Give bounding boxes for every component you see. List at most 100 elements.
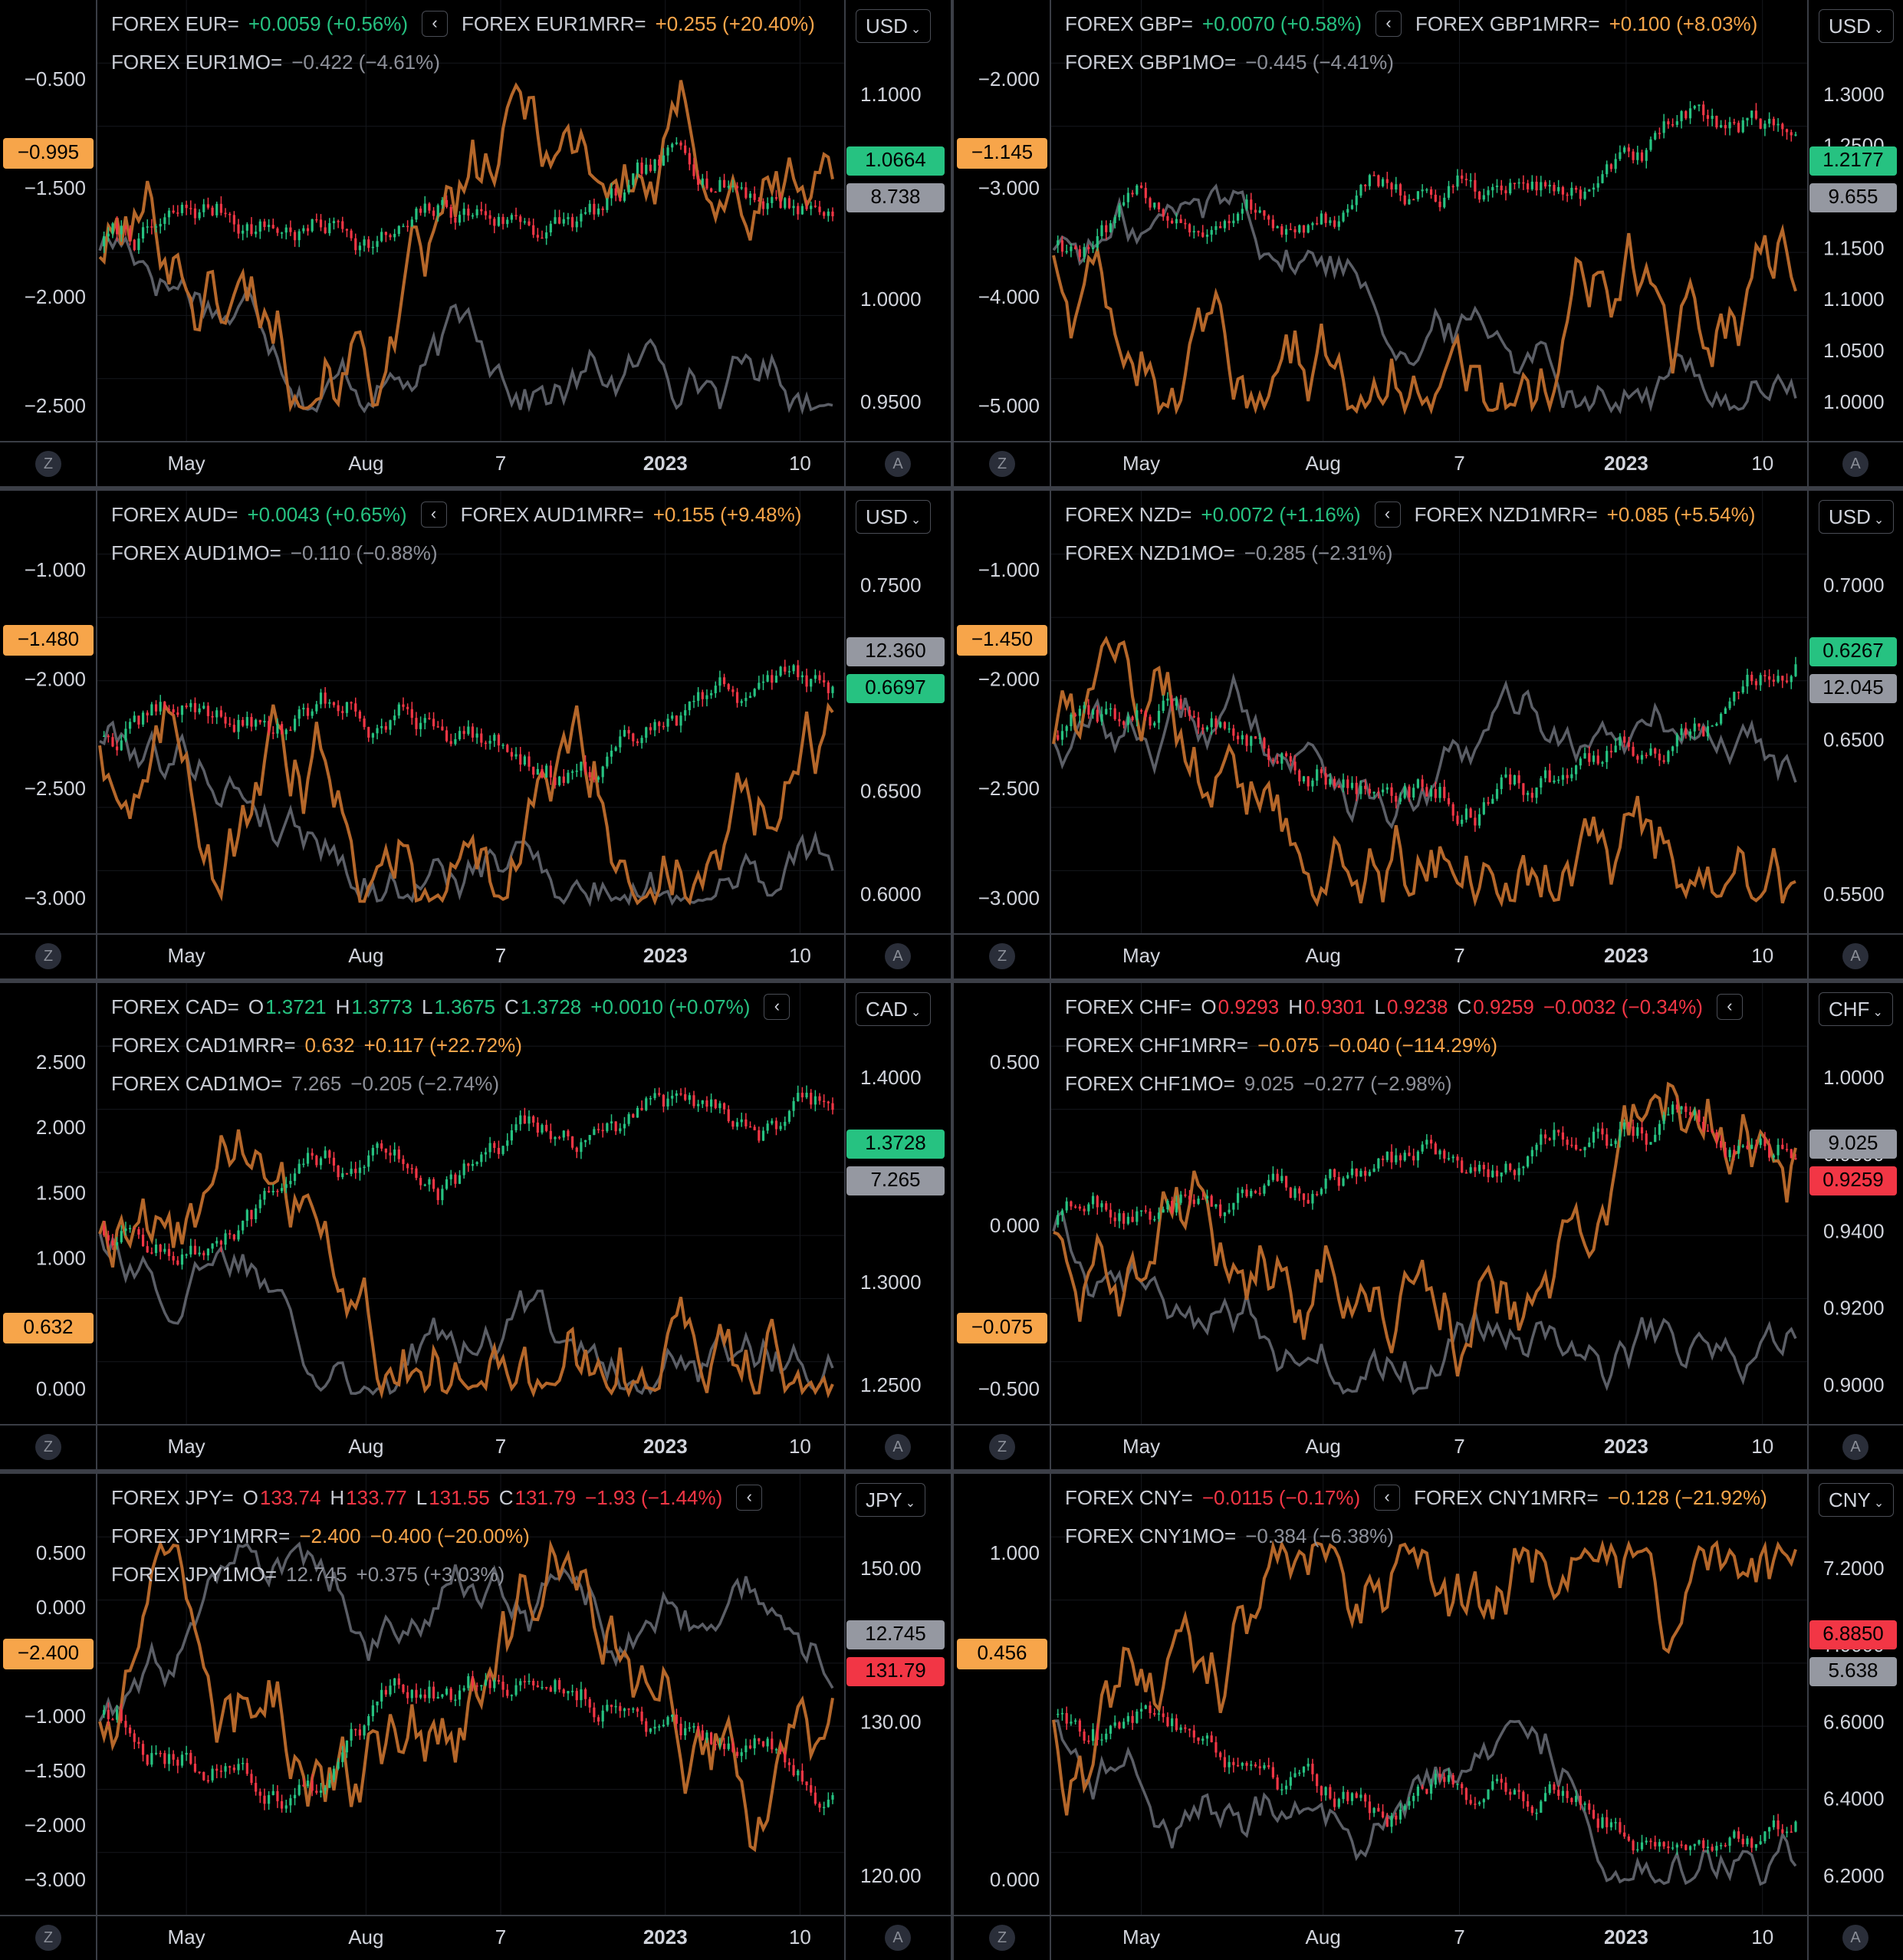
candle-body <box>619 1128 622 1132</box>
zoom-reset-button[interactable]: Z <box>989 1925 1015 1951</box>
collapse-legend-button[interactable]: ‹ <box>1375 11 1402 37</box>
auto-scale-button[interactable]: A <box>1842 1434 1868 1460</box>
currency-select[interactable]: USD ⌄ <box>856 9 932 43</box>
currency-label: USD <box>1829 15 1871 38</box>
candle-body <box>232 1235 235 1240</box>
auto-scale-button[interactable]: A <box>1842 943 1868 969</box>
candle-body <box>827 1799 830 1807</box>
candle-body <box>163 1753 166 1764</box>
candle-body <box>1487 1169 1490 1178</box>
candle-body <box>458 731 462 739</box>
collapse-legend-button[interactable]: ‹ <box>420 502 447 528</box>
candle-body <box>731 689 735 692</box>
candle-body <box>1557 186 1560 192</box>
left-tag-bg <box>957 625 1047 656</box>
collapse-legend-button[interactable]: ‹ <box>764 994 790 1020</box>
candle-body <box>692 700 695 702</box>
auto-scale-button[interactable]: A <box>885 451 911 477</box>
auto-scale-button[interactable]: A <box>885 1434 911 1460</box>
ohlc-value: C0.9259 <box>1458 988 1534 1026</box>
auto-scale-button[interactable]: A <box>885 1925 911 1951</box>
candle-body <box>753 689 756 696</box>
candle-body <box>245 1209 248 1222</box>
zoom-reset-button[interactable]: Z <box>989 451 1015 477</box>
zoom-reset-button[interactable]: Z <box>989 943 1015 969</box>
right-tag-text: 0.6267 <box>1822 639 1884 662</box>
candle-body <box>1214 1204 1218 1207</box>
candle-body <box>1491 1170 1494 1178</box>
candle-body <box>688 1095 691 1100</box>
candle-body <box>1553 185 1556 192</box>
left-tick-label: −2.000 <box>25 668 86 691</box>
candle-body <box>1210 1735 1213 1742</box>
candle-body <box>570 1691 574 1692</box>
collapse-legend-button[interactable]: ‹ <box>1374 1485 1401 1511</box>
legend-row: FOREX EUR= +0.0059 (+0.56%) ‹ FOREX EUR1MRR… <box>111 5 815 43</box>
currency-select[interactable]: USD ⌄ <box>1819 9 1895 43</box>
candle-body <box>1057 735 1060 740</box>
collapse-legend-button[interactable]: ‹ <box>422 11 449 37</box>
currency-select[interactable]: CAD ⌄ <box>856 992 932 1026</box>
candle-body <box>1337 786 1340 788</box>
candle-body <box>1175 1202 1178 1213</box>
candle-body <box>675 142 678 144</box>
series-change: −0.128 (−21.92%) <box>1607 1486 1767 1509</box>
candle-body <box>1223 1757 1226 1768</box>
zoom-reset-button[interactable]: Z <box>35 943 61 969</box>
candle-body <box>684 1728 687 1736</box>
candle-body <box>1698 104 1701 107</box>
collapse-legend-button[interactable]: ‹ <box>736 1485 763 1511</box>
candle-body <box>1785 1149 1789 1150</box>
candle-body <box>1741 1838 1744 1845</box>
candle-body <box>1772 679 1775 682</box>
candle-body <box>1540 778 1543 788</box>
candle-body <box>1522 1791 1525 1801</box>
chart-svg-cny: 1.0000.0007.20007.00006.60006.40006.2000… <box>954 1474 1903 1960</box>
candle-body <box>1609 164 1613 169</box>
candle-body <box>258 221 261 232</box>
candle-body <box>1385 1151 1389 1160</box>
candle-body <box>1201 1738 1205 1741</box>
candle-body <box>1359 184 1362 196</box>
zoom-reset-button[interactable]: Z <box>35 1434 61 1460</box>
currency-select[interactable]: JPY ⌄ <box>856 1483 926 1517</box>
zoom-reset-button[interactable]: Z <box>35 1925 61 1951</box>
candle-body <box>376 728 379 734</box>
currency-select[interactable]: USD ⌄ <box>1819 500 1895 534</box>
candle-body <box>1553 1130 1556 1140</box>
zoom-reset-button[interactable]: Z <box>989 1434 1015 1460</box>
auto-scale-button[interactable]: A <box>1842 1925 1868 1951</box>
candle-body <box>258 719 261 723</box>
series-change: −0.445 (−4.41%) <box>1245 51 1394 74</box>
candle-body <box>1776 1144 1780 1156</box>
candle-body <box>1746 1838 1749 1845</box>
collapse-legend-button[interactable]: ‹ <box>1716 994 1743 1020</box>
collapse-legend-button[interactable]: ‹ <box>1374 502 1401 528</box>
candle-body <box>1434 194 1437 202</box>
candle-body <box>688 153 691 165</box>
candle-body <box>593 1129 596 1136</box>
candle-body <box>636 1708 639 1712</box>
candle-body <box>393 715 396 721</box>
series-name: FOREX CNY= <box>1065 1486 1193 1509</box>
candle-body <box>1601 174 1604 183</box>
auto-scale-button[interactable]: A <box>1842 451 1868 477</box>
currency-select[interactable]: CNY ⌄ <box>1819 1483 1895 1517</box>
candle-body <box>722 677 726 685</box>
candle-body <box>1763 1138 1767 1146</box>
currency-select[interactable]: USD ⌄ <box>856 500 932 534</box>
candle-body <box>154 1245 158 1254</box>
candle-body <box>701 1100 704 1104</box>
candle-body <box>1794 664 1797 676</box>
candle-body <box>1724 125 1727 129</box>
zoom-reset-button[interactable]: Z <box>35 451 61 477</box>
currency-select[interactable]: CHF ⌄ <box>1819 992 1893 1026</box>
auto-scale-button[interactable]: A <box>885 943 911 969</box>
candle-body <box>1724 1845 1727 1847</box>
candle-body <box>107 233 110 237</box>
candle-body <box>1091 709 1095 715</box>
right-tick-label: 6.2000 <box>1823 1864 1885 1887</box>
candle-body <box>606 198 609 210</box>
candle-body <box>1790 676 1793 682</box>
candle-body <box>1377 175 1380 186</box>
